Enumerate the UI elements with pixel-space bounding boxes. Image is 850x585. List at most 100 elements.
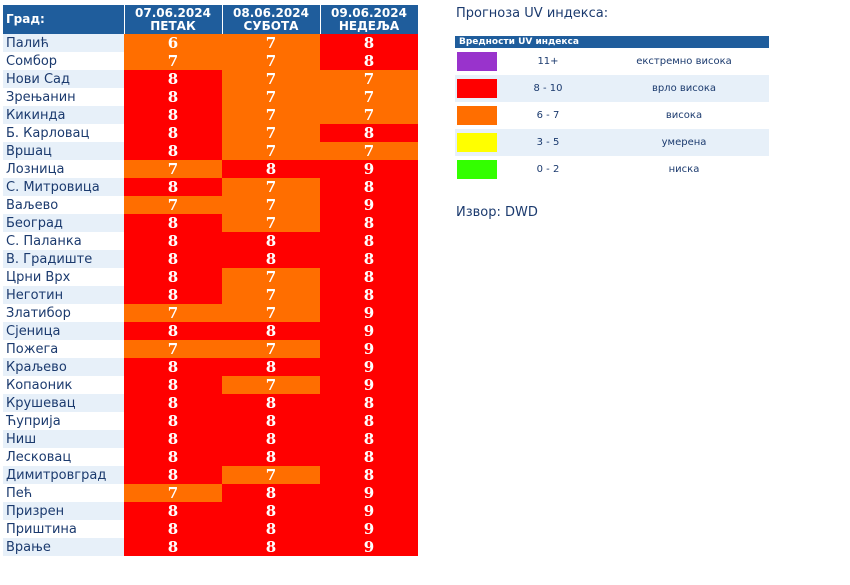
city-name: Копаоник: [3, 376, 124, 394]
city-name: Палић: [3, 34, 124, 52]
legend-label: умерена: [599, 129, 769, 156]
uv-forecast-table: Град: 07.06.2024 ПЕТАК 08.06.2024 СУБОТА…: [3, 5, 419, 556]
city-name: Краљево: [3, 358, 124, 376]
forecast-row: С. Паланка 8 8 8: [3, 232, 418, 250]
uv-value-cell: 7: [222, 340, 320, 358]
city-column-header: Град:: [3, 5, 125, 34]
legend-range: 3 - 5: [497, 129, 599, 156]
city-name: Лозница: [3, 160, 124, 178]
uv-value-cell: 8: [124, 502, 222, 520]
forecast-row: Зрењанин 8 7 7: [3, 88, 418, 106]
uv-value-cell: 8: [124, 106, 222, 124]
uv-legend-table: Вредности UV индекса 11+ екстремно висока…: [455, 36, 769, 183]
uv-value-cell: 9: [320, 376, 418, 394]
legend-range: 8 - 10: [497, 75, 599, 102]
uv-value-cell: 7: [320, 142, 418, 160]
city-name: Лесковац: [3, 448, 124, 466]
legend-swatch-cell: [455, 129, 497, 156]
forecast-row: Краљево 8 8 9: [3, 358, 418, 376]
forecast-row: Кикинда 8 7 7: [3, 106, 418, 124]
uv-value-cell: 8: [124, 430, 222, 448]
uv-value-cell: 7: [320, 70, 418, 88]
legend-body: 11+ екстремно висока 8 - 10 врло висока 6 - …: [455, 48, 769, 183]
city-name: Вршац: [3, 142, 124, 160]
uv-value-cell: 7: [124, 304, 222, 322]
city-name: Б. Карловац: [3, 124, 124, 142]
forecast-row: Крушевац 8 8 8: [3, 394, 418, 412]
forecast-row: Ћуприја 8 8 8: [3, 412, 418, 430]
uv-value-cell: 6: [124, 34, 222, 52]
city-name: Пећ: [3, 484, 124, 502]
forecast-row: Београд 8 7 8: [3, 214, 418, 232]
city-name: Сјеница: [3, 322, 124, 340]
uv-value-cell: 8: [222, 394, 320, 412]
city-name: Зрењанин: [3, 88, 124, 106]
uv-value-cell: 8: [222, 322, 320, 340]
day-weekday: СУБОТА: [243, 18, 299, 33]
uv-value-cell: 7: [222, 124, 320, 142]
day-date: 08.06.2024: [233, 5, 309, 20]
uv-value-cell: 9: [320, 196, 418, 214]
uv-value-cell: 7: [222, 268, 320, 286]
uv-value-cell: 7: [222, 376, 320, 394]
uv-value-cell: 8: [320, 214, 418, 232]
forecast-body: Палић 6 7 8 Сомбор 7 7 8 Нови Сад 8 7 7 Зрењанин 8 7 7 К…: [3, 34, 418, 556]
forecast-row: Копаоник 8 7 9: [3, 376, 418, 394]
day-column-header: 09.06.2024 НЕДЕЉА: [320, 5, 419, 34]
uv-value-cell: 8: [124, 214, 222, 232]
uv-value-cell: 8: [124, 322, 222, 340]
uv-value-cell: 8: [222, 232, 320, 250]
uv-value-cell: 8: [222, 412, 320, 430]
forecast-row: Сјеница 8 8 9: [3, 322, 418, 340]
city-name: В. Градиште: [3, 250, 124, 268]
uv-value-cell: 8: [320, 394, 418, 412]
day-weekday: НЕДЕЉА: [338, 18, 400, 33]
uv-value-cell: 7: [222, 52, 320, 70]
uv-value-cell: 7: [124, 52, 222, 70]
legend-color-swatch: [457, 133, 497, 152]
city-name: Кикинда: [3, 106, 124, 124]
uv-value-cell: 8: [124, 376, 222, 394]
forecast-row: Неготин 8 7 8: [3, 286, 418, 304]
uv-value-cell: 8: [320, 232, 418, 250]
legend-swatch-cell: [455, 48, 497, 75]
uv-value-cell: 7: [124, 484, 222, 502]
uv-value-cell: 8: [124, 124, 222, 142]
day-column-header: 07.06.2024 ПЕТАК: [124, 5, 223, 34]
legend-color-swatch: [457, 106, 497, 125]
forecast-row: Лесковац 8 8 8: [3, 448, 418, 466]
uv-value-cell: 8: [124, 268, 222, 286]
legend-range: 0 - 2: [497, 156, 599, 183]
uv-value-cell: 8: [124, 520, 222, 538]
city-name: Неготин: [3, 286, 124, 304]
uv-value-cell: 8: [124, 232, 222, 250]
legend-label: висока: [599, 102, 769, 129]
uv-value-cell: 7: [222, 196, 320, 214]
legend-label: екстремно висока: [599, 48, 769, 75]
legend-header-row: Вредности UV индекса: [455, 36, 769, 48]
forecast-row: Димитровград 8 7 8: [3, 466, 418, 484]
legend-swatch-cell: [455, 156, 497, 183]
city-name: Сомбор: [3, 52, 124, 70]
uv-value-cell: 8: [320, 250, 418, 268]
city-name: Нови Сад: [3, 70, 124, 88]
city-name: Ниш: [3, 430, 124, 448]
forecast-row: Златибор 7 7 9: [3, 304, 418, 322]
forecast-row: Црни Врх 8 7 8: [3, 268, 418, 286]
city-name: Црни Врх: [3, 268, 124, 286]
uv-value-cell: 9: [320, 340, 418, 358]
uv-value-cell: 8: [222, 448, 320, 466]
city-name: Призрен: [3, 502, 124, 520]
legend-swatch-cell: [455, 102, 497, 129]
uv-value-cell: 7: [222, 304, 320, 322]
city-name: Димитровград: [3, 466, 124, 484]
legend-color-swatch: [457, 52, 497, 71]
uv-value-cell: 8: [222, 538, 320, 556]
uv-value-cell: 8: [320, 52, 418, 70]
forecast-header-row: Град: 07.06.2024 ПЕТАК 08.06.2024 СУБОТА…: [3, 5, 419, 34]
uv-value-cell: 7: [222, 466, 320, 484]
uv-value-cell: 9: [320, 358, 418, 376]
city-name: Крушевац: [3, 394, 124, 412]
legend-swatch-cell: [455, 75, 497, 102]
uv-value-cell: 8: [320, 124, 418, 142]
